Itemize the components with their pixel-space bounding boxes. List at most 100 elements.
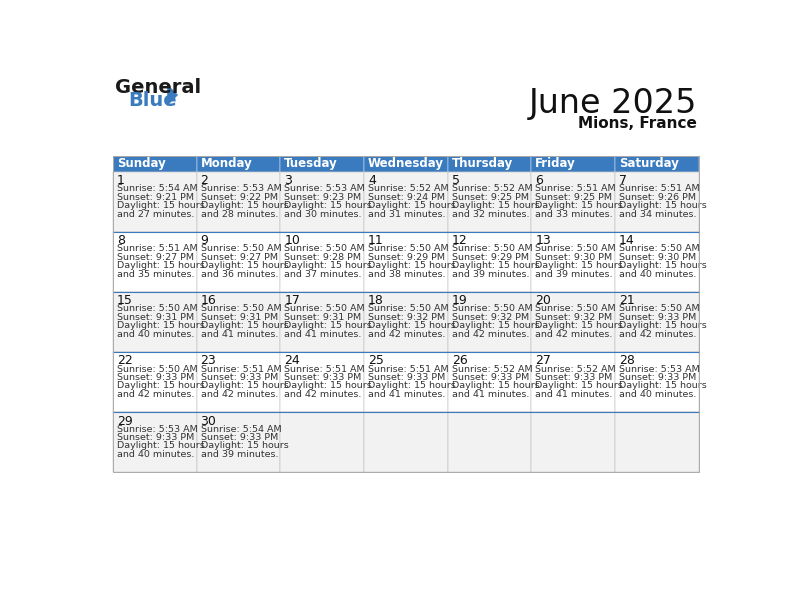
Text: Sunrise: 5:54 AM: Sunrise: 5:54 AM — [117, 184, 197, 193]
Text: 29: 29 — [117, 414, 132, 428]
Text: Sunset: 9:33 PM: Sunset: 9:33 PM — [200, 373, 278, 382]
Text: Tuesday: Tuesday — [284, 157, 338, 170]
Text: Sunset: 9:25 PM: Sunset: 9:25 PM — [451, 193, 528, 202]
Bar — [113, 172, 196, 232]
Text: 27: 27 — [535, 354, 551, 367]
Bar — [113, 412, 196, 472]
Text: and 42 minutes.: and 42 minutes. — [451, 330, 529, 339]
Text: Monday: Monday — [200, 157, 253, 170]
Text: Daylight: 15 hours: Daylight: 15 hours — [451, 201, 539, 211]
Bar — [364, 292, 447, 352]
Text: Sunset: 9:33 PM: Sunset: 9:33 PM — [368, 373, 445, 382]
Text: 3: 3 — [284, 174, 292, 187]
Text: Sunrise: 5:52 AM: Sunrise: 5:52 AM — [535, 365, 616, 373]
Text: Sunrise: 5:51 AM: Sunrise: 5:51 AM — [619, 184, 699, 193]
Text: Daylight: 15 hours: Daylight: 15 hours — [451, 321, 539, 330]
Text: and 41 minutes.: and 41 minutes. — [535, 390, 613, 399]
Text: Daylight: 15 hours: Daylight: 15 hours — [368, 201, 455, 211]
Text: Daylight: 15 hours: Daylight: 15 hours — [200, 441, 288, 450]
Text: and 40 minutes.: and 40 minutes. — [619, 390, 696, 399]
Text: 24: 24 — [284, 354, 300, 367]
Text: Sunset: 9:31 PM: Sunset: 9:31 PM — [117, 313, 194, 322]
Text: Friday: Friday — [535, 157, 576, 170]
Text: Sunrise: 5:50 AM: Sunrise: 5:50 AM — [451, 304, 532, 313]
Bar — [113, 352, 196, 412]
Text: 17: 17 — [284, 294, 300, 307]
Bar — [615, 352, 699, 412]
Bar — [531, 172, 615, 232]
Text: and 40 minutes.: and 40 minutes. — [619, 270, 696, 279]
Text: and 37 minutes.: and 37 minutes. — [284, 270, 362, 279]
Text: Blue: Blue — [128, 91, 177, 110]
Text: and 35 minutes.: and 35 minutes. — [117, 270, 194, 279]
Bar — [113, 232, 196, 292]
Bar — [615, 412, 699, 472]
Text: and 27 minutes.: and 27 minutes. — [117, 210, 194, 218]
Bar — [364, 172, 447, 232]
Text: and 39 minutes.: and 39 minutes. — [200, 450, 278, 459]
Text: and 38 minutes.: and 38 minutes. — [368, 270, 445, 279]
Text: Sunset: 9:33 PM: Sunset: 9:33 PM — [117, 373, 194, 382]
Text: Sunset: 9:27 PM: Sunset: 9:27 PM — [117, 253, 194, 262]
Bar — [196, 352, 280, 412]
Bar — [615, 292, 699, 352]
Text: Sunset: 9:33 PM: Sunset: 9:33 PM — [200, 433, 278, 442]
Bar — [531, 412, 615, 472]
Text: Daylight: 15 hours: Daylight: 15 hours — [117, 321, 204, 330]
Text: and 41 minutes.: and 41 minutes. — [200, 330, 278, 339]
Text: Daylight: 15 hours: Daylight: 15 hours — [368, 321, 455, 330]
Text: Sunrise: 5:53 AM: Sunrise: 5:53 AM — [200, 184, 281, 193]
Text: Sunrise: 5:50 AM: Sunrise: 5:50 AM — [535, 304, 616, 313]
Text: Daylight: 15 hours: Daylight: 15 hours — [535, 201, 623, 211]
Text: Sunrise: 5:50 AM: Sunrise: 5:50 AM — [368, 304, 448, 313]
Text: Sunrise: 5:50 AM: Sunrise: 5:50 AM — [368, 244, 448, 253]
Text: 30: 30 — [200, 414, 216, 428]
Text: Daylight: 15 hours: Daylight: 15 hours — [200, 201, 288, 211]
Text: Sunrise: 5:50 AM: Sunrise: 5:50 AM — [619, 244, 699, 253]
Text: Sunrise: 5:51 AM: Sunrise: 5:51 AM — [200, 365, 281, 373]
Text: and 31 minutes.: and 31 minutes. — [368, 210, 445, 218]
Bar — [615, 232, 699, 292]
Text: Daylight: 15 hours: Daylight: 15 hours — [284, 201, 372, 211]
Text: and 41 minutes.: and 41 minutes. — [284, 330, 362, 339]
Text: Daylight: 15 hours: Daylight: 15 hours — [619, 261, 706, 271]
Text: Daylight: 15 hours: Daylight: 15 hours — [451, 261, 539, 271]
Bar — [364, 352, 447, 412]
Text: Sunset: 9:33 PM: Sunset: 9:33 PM — [619, 313, 696, 322]
Text: Sunset: 9:29 PM: Sunset: 9:29 PM — [368, 253, 445, 262]
Text: Sunset: 9:27 PM: Sunset: 9:27 PM — [200, 253, 277, 262]
Text: Sunrise: 5:50 AM: Sunrise: 5:50 AM — [284, 304, 365, 313]
Text: Sunrise: 5:53 AM: Sunrise: 5:53 AM — [117, 425, 197, 433]
Text: 12: 12 — [451, 234, 467, 247]
Text: 4: 4 — [368, 174, 375, 187]
Text: and 42 minutes.: and 42 minutes. — [117, 390, 194, 399]
Text: and 41 minutes.: and 41 minutes. — [368, 390, 445, 399]
Text: 1: 1 — [117, 174, 124, 187]
Bar — [280, 156, 364, 172]
Text: and 40 minutes.: and 40 minutes. — [117, 330, 194, 339]
Text: Daylight: 15 hours: Daylight: 15 hours — [619, 201, 706, 211]
Text: 19: 19 — [451, 294, 467, 307]
Text: Wednesday: Wednesday — [368, 157, 444, 170]
Text: Saturday: Saturday — [619, 157, 679, 170]
Text: and 28 minutes.: and 28 minutes. — [200, 210, 278, 218]
Text: Sunday: Sunday — [117, 157, 166, 170]
Bar — [280, 412, 364, 472]
Text: Daylight: 15 hours: Daylight: 15 hours — [535, 321, 623, 330]
Text: Sunset: 9:28 PM: Sunset: 9:28 PM — [284, 253, 361, 262]
Text: 26: 26 — [451, 354, 467, 367]
Bar — [196, 232, 280, 292]
Text: Sunset: 9:24 PM: Sunset: 9:24 PM — [368, 193, 445, 202]
Bar — [531, 292, 615, 352]
Text: Daylight: 15 hours: Daylight: 15 hours — [368, 261, 455, 271]
Text: Sunset: 9:33 PM: Sunset: 9:33 PM — [619, 373, 696, 382]
Text: 28: 28 — [619, 354, 635, 367]
Text: Sunset: 9:31 PM: Sunset: 9:31 PM — [284, 313, 361, 322]
Text: 18: 18 — [368, 294, 384, 307]
Text: Daylight: 15 hours: Daylight: 15 hours — [368, 381, 455, 390]
Text: Sunrise: 5:50 AM: Sunrise: 5:50 AM — [619, 304, 699, 313]
Text: Sunrise: 5:50 AM: Sunrise: 5:50 AM — [535, 244, 616, 253]
Text: and 39 minutes.: and 39 minutes. — [451, 270, 529, 279]
Bar — [447, 156, 531, 172]
Text: Daylight: 15 hours: Daylight: 15 hours — [284, 381, 372, 390]
